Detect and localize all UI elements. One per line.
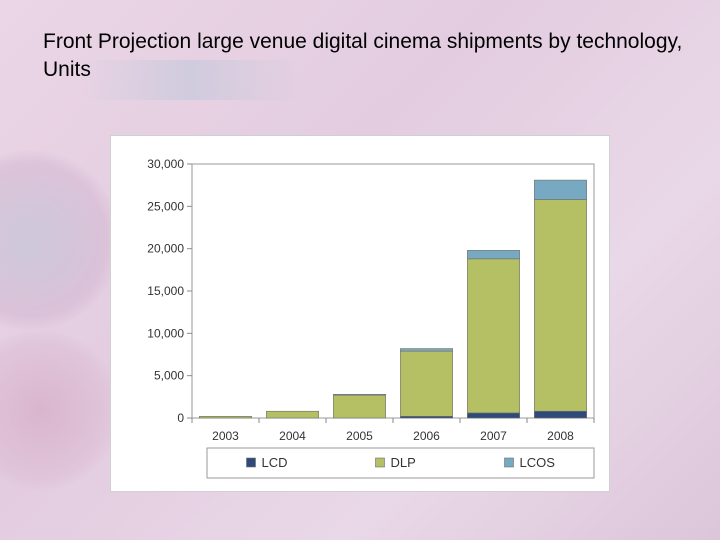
x-tick-label: 2006	[413, 429, 440, 443]
bar-lcos-2006	[400, 348, 453, 352]
legend-swatch-lcd	[246, 457, 256, 468]
bar-dlp-2007	[467, 258, 520, 414]
y-tick-label: 25,000	[147, 199, 184, 213]
legend-swatch-lcos	[504, 457, 514, 468]
x-tick-label: 2004	[279, 429, 306, 443]
legend-label-lcd: LCD	[262, 455, 288, 470]
y-tick-label: 15,000	[147, 284, 184, 298]
legend-swatch-dlp	[375, 457, 385, 468]
slide-title: Front Projection large venue digital cin…	[43, 30, 683, 81]
legend-label-dlp: DLP	[391, 455, 416, 470]
background-decoration	[0, 150, 120, 330]
x-tick-label: 2008	[547, 429, 574, 443]
legend-box	[206, 447, 595, 479]
background-decoration	[80, 60, 300, 100]
legend-label-lcos: LCOS	[520, 455, 556, 470]
x-tick-label: 2003	[212, 429, 239, 443]
bar-lcd-2008	[534, 410, 587, 419]
y-tick-label: 5,000	[154, 369, 184, 383]
chart-panel: 0 5,000 10,000 15,000 20,000 25,000 30,000 2003…	[110, 135, 610, 492]
x-tick-label: 2007	[480, 429, 507, 443]
bar-dlp-2006	[400, 350, 453, 417]
y-tick-label: 10,000	[147, 326, 184, 340]
plot-area	[191, 163, 595, 419]
y-tick-label: 30,000	[147, 157, 184, 171]
bar-lcos-2007	[467, 250, 520, 260]
bar-dlp-2003	[199, 416, 252, 419]
stacked-bar-chart: 0 5,000 10,000 15,000 20,000 25,000 30,000 2003…	[147, 157, 595, 479]
background-decoration	[0, 330, 120, 490]
y-tick-label: 0	[177, 411, 184, 425]
x-tick-label: 2005	[346, 429, 373, 443]
bar-lcd-2007	[467, 412, 520, 419]
bar-dlp-2004	[266, 410, 319, 419]
bar-dlp-2005	[333, 394, 386, 419]
bar-lcos-2008	[534, 179, 587, 200]
bar-lcos-2005	[333, 393, 386, 396]
y-tick-label: 20,000	[147, 242, 184, 256]
bar-dlp-2008	[534, 199, 587, 412]
